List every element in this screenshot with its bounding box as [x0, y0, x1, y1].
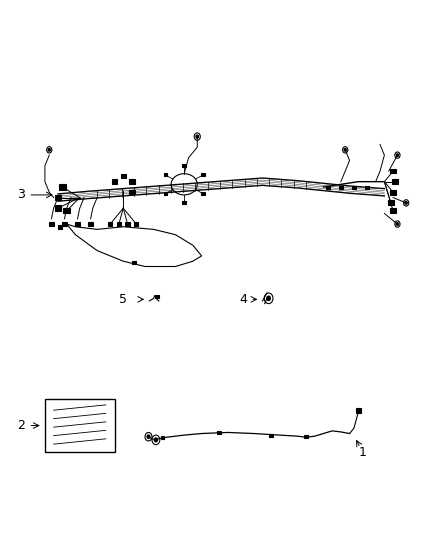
Bar: [117, 222, 121, 226]
Bar: [339, 187, 343, 189]
Text: 3: 3: [17, 189, 25, 201]
Circle shape: [344, 149, 346, 151]
Bar: [129, 190, 134, 195]
Bar: [304, 435, 308, 438]
Bar: [326, 187, 329, 189]
Bar: [164, 173, 167, 176]
Text: 4: 4: [239, 293, 247, 306]
Text: 1: 1: [359, 446, 367, 458]
Bar: [269, 433, 273, 437]
Bar: [59, 184, 66, 190]
Bar: [120, 174, 126, 179]
Bar: [112, 179, 117, 184]
Bar: [388, 200, 394, 205]
Circle shape: [48, 149, 50, 151]
Bar: [46, 423, 51, 427]
Bar: [55, 205, 61, 211]
Bar: [201, 173, 205, 176]
Bar: [183, 201, 186, 204]
Bar: [392, 179, 398, 184]
Bar: [161, 436, 164, 439]
Bar: [55, 195, 61, 200]
Bar: [125, 222, 130, 226]
Text: 2: 2: [17, 419, 25, 432]
Bar: [201, 192, 205, 195]
Bar: [356, 408, 361, 413]
Bar: [365, 187, 369, 189]
Bar: [88, 222, 93, 226]
Circle shape: [196, 135, 198, 138]
Bar: [129, 179, 134, 184]
Bar: [108, 222, 113, 226]
Text: 5: 5: [119, 293, 127, 306]
Circle shape: [267, 296, 270, 301]
Circle shape: [405, 201, 407, 204]
Bar: [62, 222, 67, 226]
Bar: [352, 187, 356, 189]
Circle shape: [396, 223, 399, 225]
Bar: [64, 208, 70, 214]
Bar: [390, 208, 396, 213]
Bar: [45, 399, 115, 452]
Circle shape: [154, 438, 157, 442]
Bar: [390, 168, 396, 173]
Bar: [46, 407, 51, 412]
Bar: [390, 190, 396, 195]
Bar: [217, 431, 221, 434]
Bar: [155, 295, 159, 298]
Bar: [132, 261, 136, 264]
Bar: [75, 222, 80, 226]
Bar: [183, 164, 186, 167]
Bar: [164, 192, 167, 195]
Bar: [46, 439, 51, 443]
Bar: [58, 225, 62, 229]
Circle shape: [147, 435, 150, 439]
Circle shape: [396, 154, 399, 156]
Bar: [49, 222, 54, 226]
Bar: [134, 222, 138, 226]
